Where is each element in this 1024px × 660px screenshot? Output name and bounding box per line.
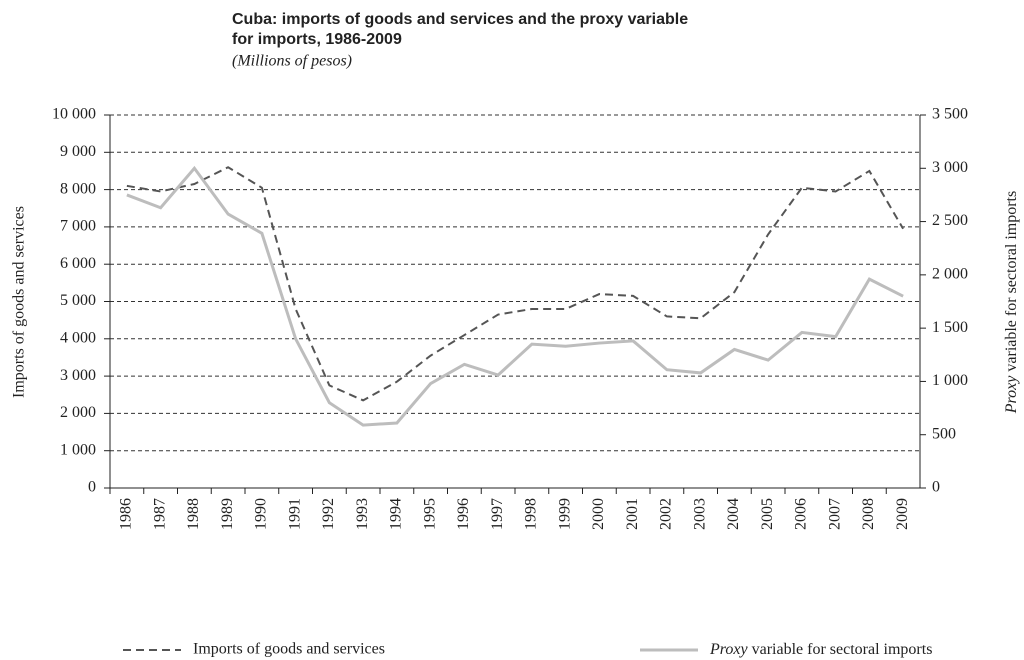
legend-label: Proxy variable for sectoral imports (709, 641, 932, 658)
y2-tick-label: 3 000 (932, 159, 968, 176)
chart-title: Cuba: imports of goods and services and … (232, 11, 688, 28)
y-tick-label: 10 000 (52, 106, 96, 123)
series-line (126, 166, 904, 402)
y-tick-label: 3 000 (60, 367, 96, 384)
x-tick-label: 2003 (691, 498, 708, 530)
y-tick-label: 9 000 (60, 143, 96, 160)
x-tick-label: 1994 (388, 498, 405, 530)
y2-tick-label: 2 500 (932, 212, 968, 229)
x-tick-label: 2006 (793, 498, 810, 530)
x-tick-label: 2005 (759, 498, 776, 530)
y-tick-label: 2 000 (60, 404, 96, 421)
x-tick-label: 2004 (725, 498, 742, 530)
y-tick-label: 8 000 (60, 180, 96, 197)
y-tick-label: 6 000 (60, 255, 96, 272)
x-tick-label: 1992 (320, 498, 337, 530)
x-tick-label: 1989 (219, 498, 236, 530)
y2-tick-label: 3 500 (932, 106, 968, 123)
x-tick-label: 1986 (118, 498, 135, 530)
y-tick-label: 1 000 (60, 441, 96, 458)
x-tick-label: 1996 (455, 498, 472, 530)
x-tick-label: 1990 (253, 498, 270, 530)
y-axis-label: Imports of goods and services (11, 206, 28, 398)
y-tick-label: 5 000 (60, 292, 96, 309)
x-tick-label: 1991 (286, 498, 303, 530)
series-line (126, 165, 904, 427)
y-tick-label: 0 (88, 479, 96, 496)
legend-label: Imports of goods and services (193, 641, 385, 658)
x-tick-label: 1987 (151, 498, 168, 530)
y-tick-label: 7 000 (60, 218, 96, 235)
x-tick-label: 2001 (624, 498, 641, 530)
y2-tick-label: 1 500 (932, 319, 968, 336)
y2-tick-label: 0 (932, 479, 940, 496)
y2-axis-label: Proxy variable for sectoral imports (1003, 191, 1020, 414)
x-tick-label: 1988 (185, 498, 202, 530)
x-tick-label: 2000 (590, 498, 607, 530)
x-tick-label: 1999 (556, 498, 573, 530)
x-tick-label: 2002 (658, 498, 675, 530)
chart-subtitle: (Millions of pesos) (232, 53, 352, 70)
x-tick-label: 2007 (826, 498, 843, 530)
x-tick-label: 2008 (860, 498, 877, 530)
x-tick-label: 2009 (894, 498, 911, 530)
y-tick-label: 4 000 (60, 329, 96, 346)
y2-tick-label: 2 000 (932, 266, 968, 283)
y2-tick-label: 500 (932, 425, 956, 442)
x-tick-label: 1993 (354, 498, 371, 530)
x-tick-label: 1995 (421, 498, 438, 530)
x-tick-label: 1998 (523, 498, 540, 530)
chart-title: for imports, 1986-2009 (232, 31, 402, 48)
y2-tick-label: 1 000 (932, 372, 968, 389)
x-tick-label: 1997 (489, 498, 506, 530)
